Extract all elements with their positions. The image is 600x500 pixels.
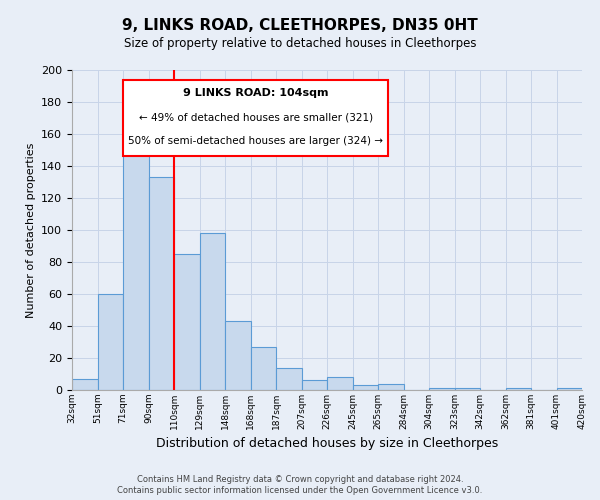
Y-axis label: Number of detached properties: Number of detached properties — [26, 142, 35, 318]
Bar — [251, 347, 276, 390]
Bar — [557, 388, 582, 390]
Bar — [225, 321, 251, 390]
Bar — [72, 379, 97, 390]
Bar — [276, 368, 302, 390]
Text: ← 49% of detached houses are smaller (321): ← 49% of detached houses are smaller (32… — [139, 113, 373, 123]
X-axis label: Distribution of detached houses by size in Cleethorpes: Distribution of detached houses by size … — [156, 438, 498, 450]
Text: 9 LINKS ROAD: 104sqm: 9 LINKS ROAD: 104sqm — [183, 88, 328, 99]
Text: Size of property relative to detached houses in Cleethorpes: Size of property relative to detached ho… — [124, 38, 476, 51]
Text: 9, LINKS ROAD, CLEETHORPES, DN35 0HT: 9, LINKS ROAD, CLEETHORPES, DN35 0HT — [122, 18, 478, 32]
Text: 50% of semi-detached houses are larger (324) →: 50% of semi-detached houses are larger (… — [128, 136, 383, 146]
Bar — [97, 294, 123, 390]
Bar — [302, 380, 327, 390]
Bar — [174, 254, 199, 390]
Bar — [505, 388, 531, 390]
Bar — [378, 384, 404, 390]
Bar — [455, 388, 480, 390]
Text: Contains public sector information licensed under the Open Government Licence v3: Contains public sector information licen… — [118, 486, 482, 495]
Bar — [123, 126, 149, 390]
Bar — [353, 385, 378, 390]
Bar — [199, 233, 225, 390]
Bar — [429, 388, 455, 390]
Bar — [327, 377, 353, 390]
Text: Contains HM Land Registry data © Crown copyright and database right 2024.: Contains HM Land Registry data © Crown c… — [137, 475, 463, 484]
FancyBboxPatch shape — [123, 80, 388, 156]
Bar — [149, 177, 174, 390]
